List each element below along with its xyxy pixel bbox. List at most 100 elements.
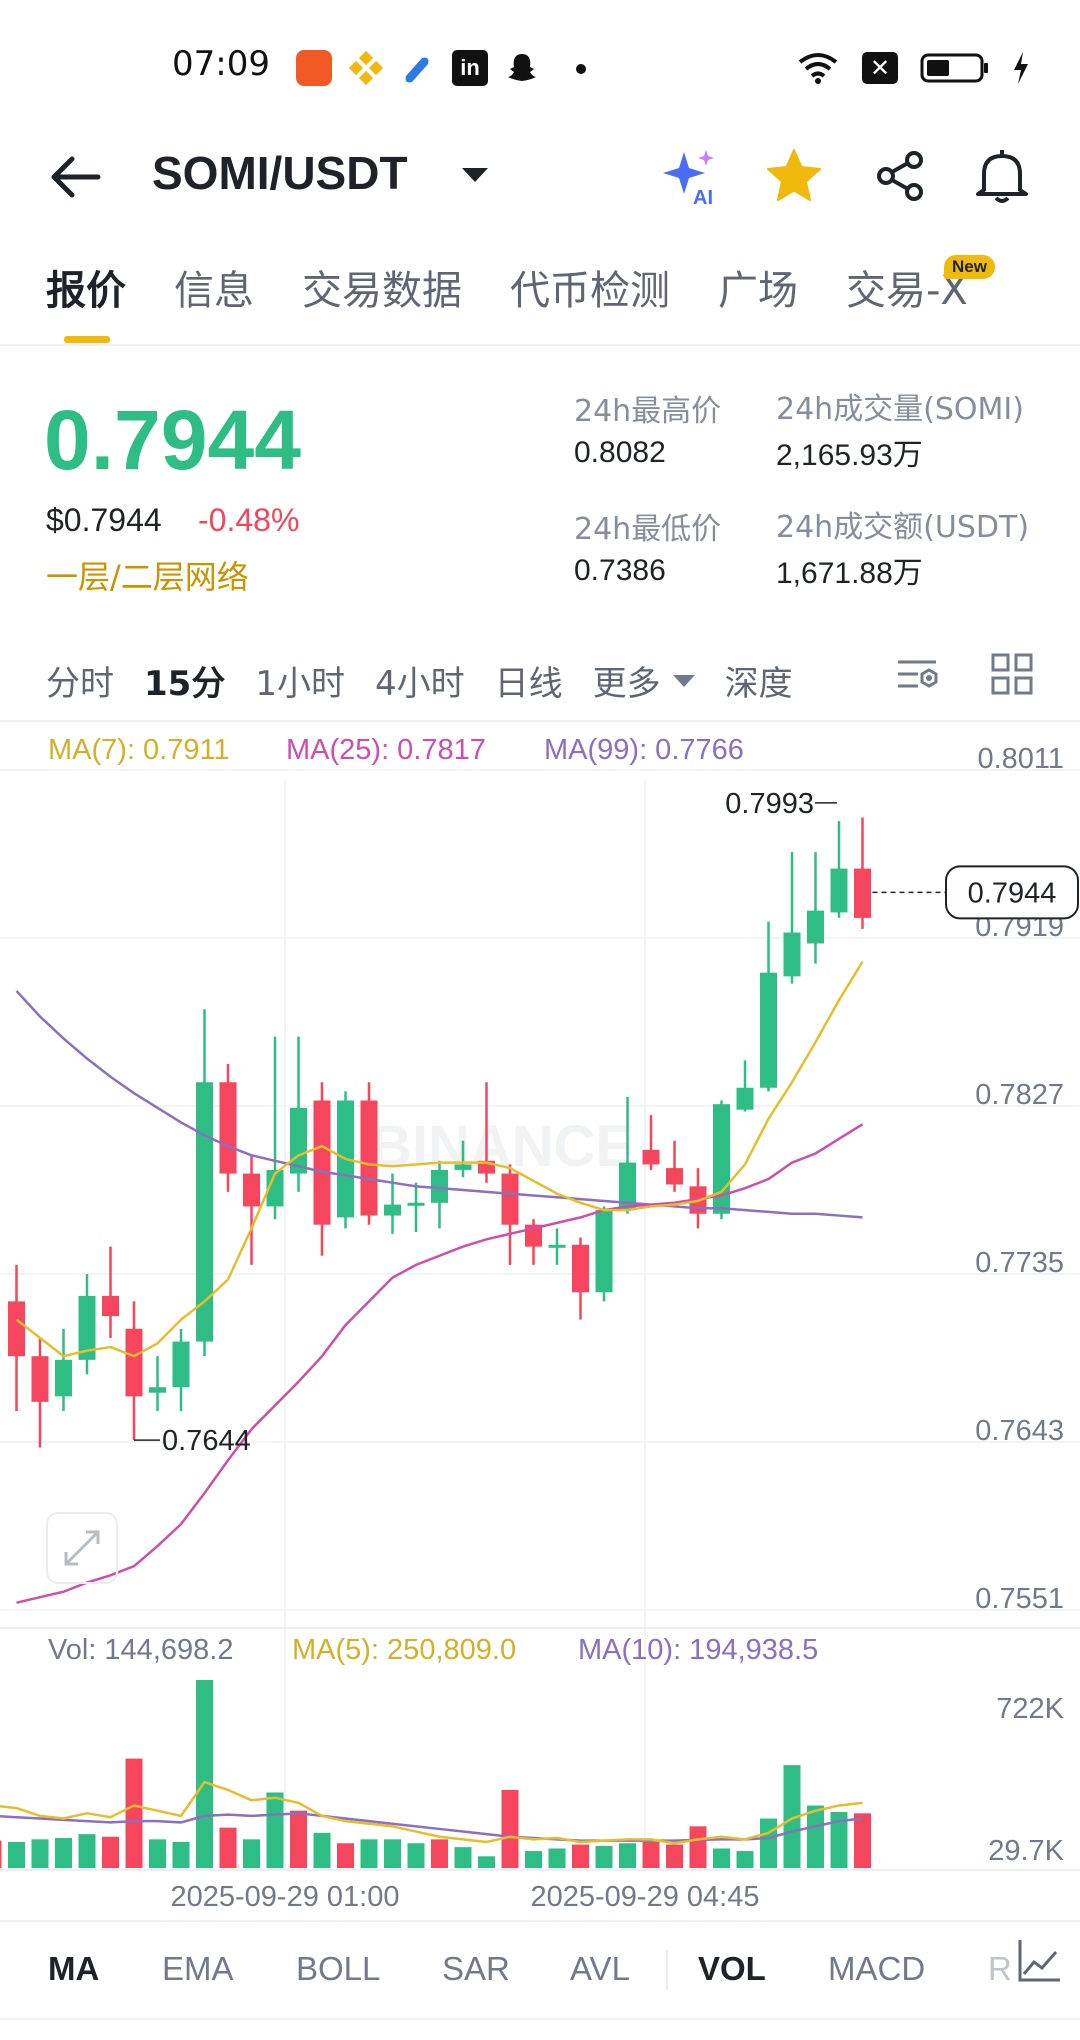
candle — [31, 1356, 49, 1402]
volume-bar — [689, 1826, 707, 1868]
grid-icon — [991, 653, 1033, 695]
status-indicators: ✕ — [796, 50, 1030, 86]
candle — [360, 1100, 378, 1216]
tab-trade-data[interactable]: 交易数据 — [302, 268, 462, 314]
volume-bar — [830, 1812, 848, 1868]
favorite-button[interactable] — [764, 146, 824, 210]
interval-more-label: 更多 — [592, 664, 661, 704]
indicator-ma[interactable]: MA — [48, 1950, 100, 1987]
volume-bar — [360, 1839, 378, 1868]
ma99-line — [15, 990, 863, 1219]
charging-icon — [1014, 52, 1028, 84]
indicator-macd[interactable]: MACD — [828, 1950, 926, 1987]
tab-info[interactable]: 信息 — [174, 268, 254, 314]
indicator-separator — [666, 1950, 668, 1990]
volume-label: 24h成交量(SOMI) — [776, 392, 1024, 427]
chart-settings-button[interactable] — [894, 652, 940, 702]
volume-axis-label: 722K — [996, 1693, 1064, 1725]
volume-bar — [31, 1839, 49, 1868]
volume-bar — [78, 1834, 96, 1868]
star-icon — [767, 149, 821, 201]
volume-bar — [525, 1851, 542, 1868]
high-label: 24h最高价 — [574, 394, 722, 429]
candle — [807, 910, 824, 944]
interval-1h[interactable]: 1小时 — [255, 664, 345, 704]
fullscreen-button[interactable] — [46, 1512, 118, 1584]
volume-bar — [102, 1836, 119, 1868]
candle — [149, 1387, 166, 1393]
ma99-legend: MA(99): 0.7766 — [544, 734, 744, 766]
candle — [196, 1082, 213, 1342]
interval-bar: 分时 15分 1小时 4小时 日线 更多 深度 — [46, 656, 823, 705]
ma25-line — [16, 1123, 864, 1604]
ai-button[interactable]: AI — [660, 146, 722, 212]
bell-icon — [976, 150, 1028, 203]
divider — [0, 344, 1080, 346]
interval-1d[interactable]: 日线 — [494, 664, 563, 704]
candle — [313, 1100, 331, 1225]
tab-square[interactable]: 广场 — [718, 268, 798, 314]
tab-quote[interactable]: 报价 — [46, 268, 126, 314]
high-value: 0.8082 — [574, 436, 666, 469]
candle — [172, 1341, 190, 1388]
volume-bar — [196, 1680, 213, 1868]
candle — [454, 1164, 472, 1170]
candle — [854, 868, 871, 918]
candle — [642, 1149, 660, 1165]
layout-grid-button[interactable] — [990, 652, 1034, 700]
candle — [760, 972, 777, 1088]
interval-timeline[interactable]: 分时 — [46, 664, 114, 704]
interval-depth[interactable]: 深度 — [724, 664, 793, 704]
candle — [595, 1210, 613, 1293]
candlestick-chart[interactable]: BINANCE0.80110.79190.78270.77350.76430.7… — [0, 720, 1080, 1920]
indicator-chart-button[interactable] — [1014, 1936, 1064, 1990]
price-axis-label: 0.7735 — [975, 1247, 1064, 1279]
expand-icon — [64, 1530, 100, 1566]
volume-bar — [384, 1839, 401, 1868]
back-button[interactable] — [48, 150, 102, 204]
app-notification-icon — [400, 52, 434, 90]
time-axis-label: 2025-09-29 04:45 — [531, 1881, 760, 1913]
volume-bar — [548, 1848, 566, 1868]
volume-bar — [243, 1839, 260, 1868]
price-axis-label: 0.7551 — [975, 1583, 1064, 1615]
volume-bar — [172, 1841, 190, 1868]
volume-bar — [454, 1847, 472, 1868]
pair-dropdown-caret-icon[interactable] — [462, 168, 488, 182]
candle — [102, 1295, 119, 1316]
volume-bar — [642, 1841, 660, 1868]
volume-bar — [619, 1843, 636, 1868]
category-tag[interactable]: 一层/二层网络 — [46, 558, 249, 596]
interval-more[interactable]: 更多 — [593, 656, 695, 705]
interval-4h[interactable]: 4小时 — [374, 664, 465, 704]
volume-bar — [313, 1832, 331, 1868]
pair-title[interactable]: SOMI/USDT — [152, 147, 408, 199]
interval-15m[interactable]: 15分 — [144, 664, 226, 704]
indicator-rsi[interactable]: R — [988, 1950, 1012, 1987]
share-button[interactable] — [872, 148, 928, 208]
binance-notification-icon — [348, 50, 384, 90]
watermark: BINANCE — [370, 1114, 634, 1179]
ma7-legend: MA(7): 0.7911 — [48, 734, 230, 766]
indicator-sar[interactable]: SAR — [442, 1950, 510, 1987]
volume-bar — [760, 1818, 777, 1868]
last-price: 0.7944 — [44, 393, 301, 487]
tab-token-check[interactable]: 代币检测 — [510, 268, 670, 314]
app-notification-icon — [296, 50, 332, 86]
price-axis-label: 0.8011 — [977, 743, 1064, 775]
battery-icon — [920, 53, 988, 83]
linkedin-notification-icon: in — [452, 50, 488, 86]
volume-bar — [713, 1848, 730, 1868]
wifi-icon — [798, 53, 838, 84]
volume-ma5-line — [0, 1780, 863, 1845]
indicator-vol[interactable]: VOL — [698, 1950, 766, 1987]
candle — [830, 868, 848, 913]
candle — [266, 1169, 284, 1207]
amount-value: 1,671.88万 — [776, 557, 923, 590]
more-notifications-dot — [576, 64, 586, 74]
indicator-avl[interactable]: AVL — [570, 1950, 630, 1987]
indicator-ema[interactable]: EMA — [162, 1950, 234, 1987]
volume-bar — [266, 1792, 284, 1868]
alert-button[interactable] — [974, 146, 1030, 210]
indicator-boll[interactable]: BOLL — [296, 1950, 381, 1987]
